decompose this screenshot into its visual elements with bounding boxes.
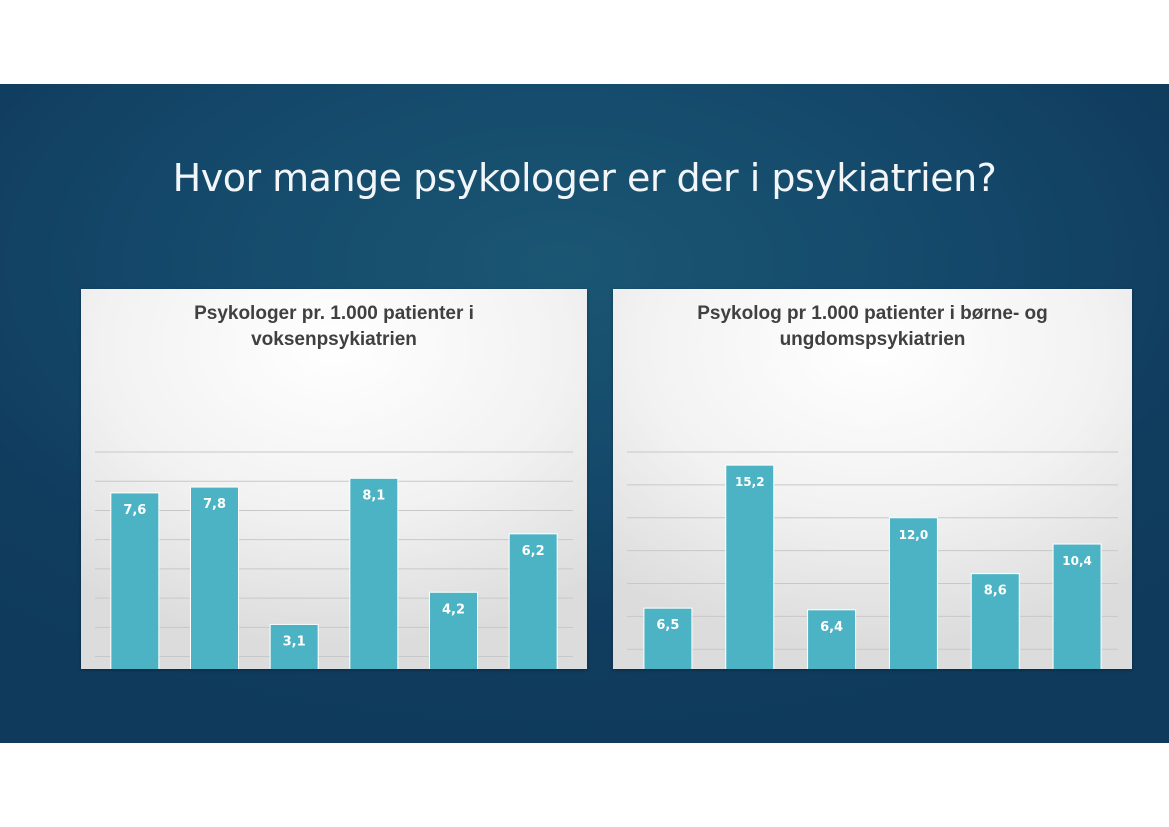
gridlines <box>95 451 573 658</box>
data-label: 7,6 <box>123 503 146 518</box>
data-label: 3,1 <box>283 634 306 649</box>
bar-syddanmark <box>269 623 319 669</box>
bar-midtjylland <box>190 486 239 669</box>
data-label: 15,2 <box>735 475 765 489</box>
data-label: 8,1 <box>362 488 385 503</box>
chart-title-line-1: Psykolog pr 1.000 patienter i børne- og <box>697 303 1048 324</box>
bar-hovedstaden <box>349 477 399 669</box>
bar-hovedstaden <box>888 517 938 669</box>
chart-child-youth-psychiatry: Psykolog pr 1.000 patienter i børne- og … <box>613 289 1132 669</box>
chart-title-line-1: Psykologer pr. 1.000 patienter i <box>194 303 474 324</box>
data-label: 8,6 <box>984 584 1007 599</box>
bar-midtjylland <box>725 464 775 669</box>
data-label: 6,5 <box>656 618 679 633</box>
bar-nordjylland <box>110 492 160 669</box>
bar-syddanmark <box>807 609 857 669</box>
bar-plot: 7,6NORDJYLLAND7,8MIDTJYLLAND3,1SYDDANMAR… <box>95 451 573 669</box>
data-label: 7,8 <box>203 497 226 512</box>
bar-sjælland <box>429 591 478 669</box>
bar-nordjylland <box>643 607 693 669</box>
bar-danmark <box>1052 543 1102 669</box>
bar-danmark <box>508 533 558 669</box>
chart-title: Psykologer pr. 1.000 patienter i voksenp… <box>81 301 587 353</box>
chart-title-line-2: ungdomspsykiatrien <box>779 329 966 350</box>
slide-title: Hvor mange psykologer er der i psykiatri… <box>172 156 997 200</box>
data-label: 10,4 <box>1062 554 1092 568</box>
bar-sjælland <box>970 573 1020 669</box>
data-label: 6,2 <box>522 544 545 559</box>
chart-title-line-2: voksenpsykiatrien <box>251 329 417 350</box>
chart-title: Psykolog pr 1.000 patienter i børne- og … <box>613 301 1132 353</box>
data-label: 6,4 <box>820 620 843 635</box>
gridlines <box>627 451 1118 650</box>
data-label: 4,2 <box>442 602 465 617</box>
chart-adult-psychiatry: Psykologer pr. 1.000 patienter i voksenp… <box>81 289 587 669</box>
data-label: 12,0 <box>899 528 929 542</box>
bar-plot: 6,5NORDJYLLAND15,2MIDTJYLLAND6,4SYDDANMA… <box>627 451 1118 669</box>
